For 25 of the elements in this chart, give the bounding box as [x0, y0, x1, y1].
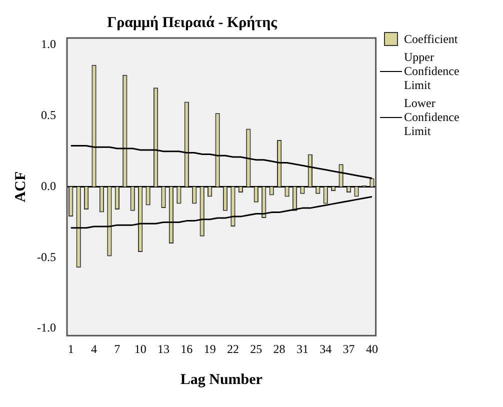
y-tick-label: 0.0 — [40, 178, 56, 193]
x-tick-label: 19 — [204, 342, 216, 356]
x-tick-label: 22 — [226, 342, 239, 356]
x-axis-title: Lag Number — [180, 372, 263, 388]
y-axis-title: ACF — [12, 171, 29, 202]
y-tick-label: -1.0 — [36, 320, 56, 335]
y-tick-label: 0.5 — [40, 108, 56, 122]
x-tick-label: 31 — [296, 342, 308, 356]
x-tick-label: 40 — [366, 342, 378, 356]
x-tick-label: 25 — [250, 342, 262, 356]
legend-label: Coefficient — [404, 32, 459, 46]
x-tick-label: 4 — [91, 342, 98, 356]
x-tick-label: 7 — [114, 342, 120, 356]
chart-title: Γραμμή Πειραιά - Κρήτης — [107, 14, 278, 31]
y-tick-label: 1.0 — [40, 37, 56, 52]
y-tick-label: -0.5 — [36, 250, 56, 264]
x-tick-label: 28 — [273, 342, 286, 356]
legend-label: Upper Confidence Limit — [404, 50, 460, 92]
x-tick-label: 10 — [134, 342, 146, 356]
legend-label: Lower Confidence Limit — [404, 96, 460, 138]
x-tick-label: 37 — [342, 342, 355, 356]
x-tick-label: 16 — [180, 342, 193, 356]
x-tick-label: 13 — [158, 342, 170, 356]
x-tick-label: 1 — [68, 342, 74, 356]
x-tick-label: 34 — [320, 342, 332, 356]
